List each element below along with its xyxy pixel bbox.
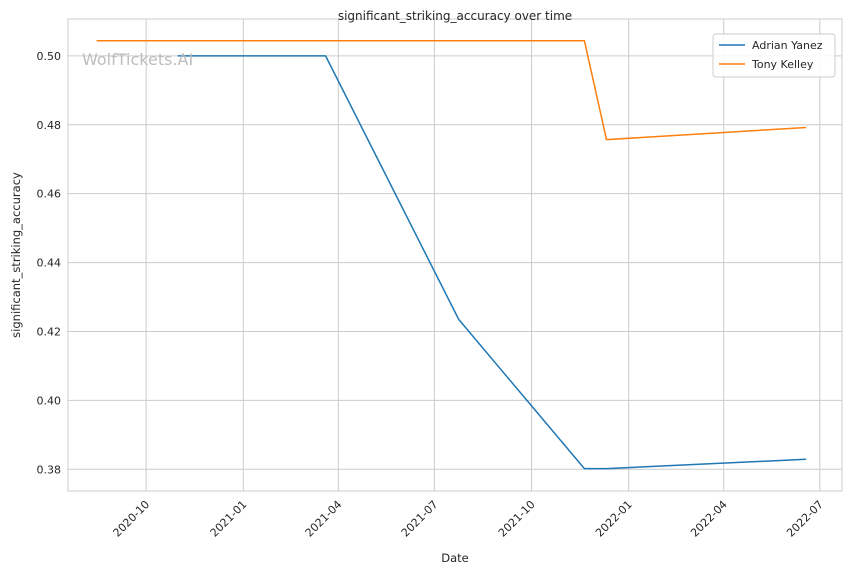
grid-lines bbox=[68, 19, 842, 491]
x-tick-label: 2022-07 bbox=[784, 498, 826, 540]
y-tick-label: 0.50 bbox=[37, 50, 62, 63]
y-tick-label: 0.44 bbox=[37, 257, 62, 270]
legend-entry-label: Tony Kelley bbox=[751, 58, 814, 71]
x-axis-label: Date bbox=[441, 551, 469, 565]
watermark-text: WolfTickets.AI bbox=[82, 50, 193, 69]
x-tick-labels: 2020-10 2021-01 2021-04 2021-07 2021-10 2022-… bbox=[111, 498, 826, 540]
legend: Adrian Yanez Tony Kelley bbox=[712, 33, 836, 78]
y-tick-label: 0.48 bbox=[37, 119, 62, 132]
x-tick-label: 2022-01 bbox=[593, 498, 635, 540]
x-tick-label: 2021-04 bbox=[303, 498, 345, 540]
y-tick-label: 0.46 bbox=[37, 188, 62, 201]
series-layer bbox=[96, 39, 807, 470]
x-tick-label: 2021-07 bbox=[399, 498, 441, 540]
x-tick-label: 2020-10 bbox=[111, 498, 153, 540]
y-tick-label: 0.42 bbox=[37, 325, 62, 338]
legend-entry-label: Adrian Yanez bbox=[752, 39, 823, 52]
y-axis-label: significant_striking_accuracy bbox=[9, 172, 23, 338]
chart-title: significant_striking_accuracy over time bbox=[338, 9, 572, 23]
x-tick-label: 2022-04 bbox=[688, 498, 730, 540]
series-line bbox=[96, 39, 807, 141]
plot-frame bbox=[67, 18, 843, 492]
y-tick-labels: 0.38 0.40 0.42 0.44 0.46 0.48 0.50 bbox=[37, 50, 62, 476]
x-tick-label: 2021-10 bbox=[496, 498, 538, 540]
series-line bbox=[177, 55, 807, 470]
y-tick-label: 0.38 bbox=[37, 463, 62, 476]
x-tick-label: 2021-01 bbox=[208, 498, 250, 540]
y-tick-label: 0.40 bbox=[37, 394, 62, 407]
